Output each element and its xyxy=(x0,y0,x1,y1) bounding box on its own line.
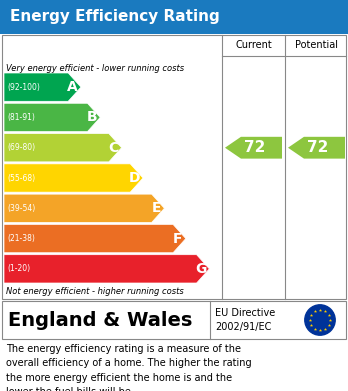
Polygon shape xyxy=(4,194,164,222)
Text: Current: Current xyxy=(235,40,272,50)
Polygon shape xyxy=(4,164,143,192)
Text: 72: 72 xyxy=(307,140,329,155)
Text: (21-38): (21-38) xyxy=(7,234,35,243)
Bar xyxy=(2,35,346,299)
Polygon shape xyxy=(4,73,81,101)
Polygon shape xyxy=(4,255,209,283)
Bar xyxy=(2,301,346,339)
Polygon shape xyxy=(225,137,282,159)
Text: Potential: Potential xyxy=(295,40,338,50)
Polygon shape xyxy=(288,137,345,159)
Text: EU Directive
2002/91/EC: EU Directive 2002/91/EC xyxy=(215,308,275,332)
Polygon shape xyxy=(4,134,121,162)
Text: (92-100): (92-100) xyxy=(7,83,40,91)
Text: (39-54): (39-54) xyxy=(7,204,35,213)
Text: (1-20): (1-20) xyxy=(7,264,30,273)
Text: C: C xyxy=(108,141,118,155)
Text: G: G xyxy=(195,262,207,276)
Text: B: B xyxy=(87,110,97,124)
Text: (81-91): (81-91) xyxy=(7,113,35,122)
Bar xyxy=(0,0,348,34)
Text: D: D xyxy=(129,171,141,185)
Text: The energy efficiency rating is a measure of the
overall efficiency of a home. T: The energy efficiency rating is a measur… xyxy=(6,344,252,391)
Text: Very energy efficient - lower running costs: Very energy efficient - lower running co… xyxy=(6,64,184,73)
Text: 72: 72 xyxy=(244,140,266,155)
Text: F: F xyxy=(173,231,182,246)
Text: A: A xyxy=(67,80,78,94)
Text: E: E xyxy=(151,201,161,215)
Text: (69-80): (69-80) xyxy=(7,143,35,152)
Circle shape xyxy=(305,305,335,335)
Text: England & Wales: England & Wales xyxy=(8,310,192,330)
Text: Energy Efficiency Rating: Energy Efficiency Rating xyxy=(10,9,220,25)
Polygon shape xyxy=(4,103,100,131)
Text: Not energy efficient - higher running costs: Not energy efficient - higher running co… xyxy=(6,287,184,296)
Polygon shape xyxy=(4,224,186,253)
Text: (55-68): (55-68) xyxy=(7,174,35,183)
